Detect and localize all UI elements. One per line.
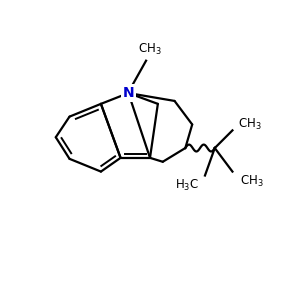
Text: CH$_3$: CH$_3$ bbox=[238, 117, 262, 132]
Text: CH$_3$: CH$_3$ bbox=[138, 42, 162, 57]
Text: N: N bbox=[123, 86, 134, 100]
Text: H$_3$C: H$_3$C bbox=[175, 178, 199, 193]
Text: CH$_3$: CH$_3$ bbox=[240, 174, 264, 189]
